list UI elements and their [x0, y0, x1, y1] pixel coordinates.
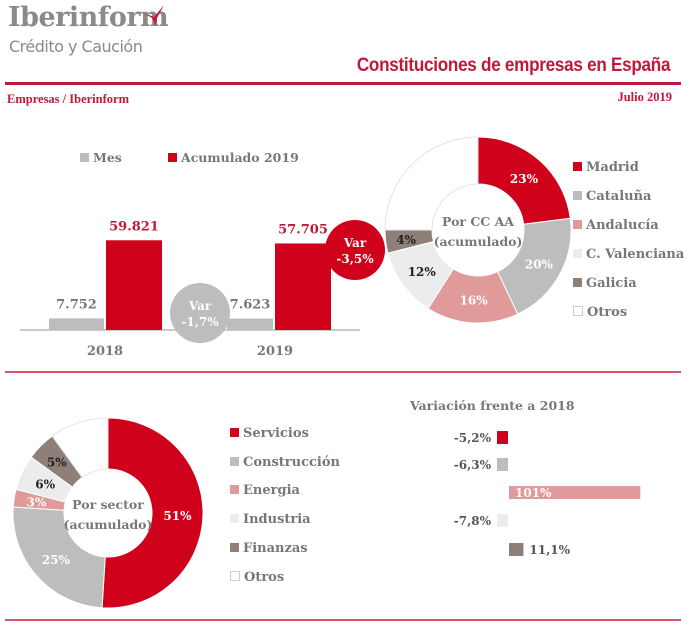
legend-label: Galicia — [586, 276, 637, 291]
variation-badge — [170, 283, 230, 343]
legend-swatch — [573, 191, 582, 200]
legend-swatch — [230, 456, 239, 466]
divider-bottom — [5, 619, 681, 621]
divider-top — [5, 82, 681, 85]
bar-acumulado-2019-2019 — [275, 243, 331, 330]
legend-label: Andalucía — [586, 218, 659, 233]
donut-slice-otros — [384, 136, 479, 231]
variation-bar-finanzas — [509, 543, 524, 556]
slice-label: 23% — [510, 172, 539, 186]
bar-mes-2019 — [227, 318, 273, 330]
donut-center-label: Por CC AA — [442, 214, 514, 229]
donut-slice-servicios — [101, 417, 204, 609]
legend-item: Otros — [230, 570, 284, 585]
donut-center-label: (acumulado) — [64, 517, 153, 532]
legend-swatch — [230, 485, 239, 495]
variation-value-label: -7,8% — [454, 514, 492, 528]
legend-item: C. Valenciana — [573, 247, 684, 262]
x-tick-label: 2018 — [87, 344, 123, 359]
legend-swatch — [230, 542, 239, 552]
legend-item-acumulado: Acumulado 2019 — [168, 150, 299, 165]
legend-item: Construcción — [230, 455, 340, 470]
logo-name: Iberinform — [8, 2, 169, 33]
legend-label: Energia — [243, 483, 300, 499]
legend-label: Construcción — [243, 454, 340, 470]
legend-item: Andalucía — [573, 218, 659, 233]
bar-value-label: 7.623 — [230, 298, 271, 313]
legend-label: Finanzas — [243, 540, 308, 556]
variation-bar-industria — [497, 514, 508, 527]
donut-slice-otros — [51, 417, 109, 478]
legend-label: Mes — [93, 150, 122, 165]
date-label: Julio 2019 — [617, 90, 672, 104]
slice-label: 20% — [525, 257, 554, 271]
donut-slice-construcci-n — [12, 506, 106, 609]
legend-item: Finanzas — [230, 541, 308, 556]
legend-item-mes: Mes — [80, 150, 122, 165]
variation-value: -3,5% — [336, 252, 374, 266]
page-title: Constituciones de empresas en España — [356, 55, 671, 76]
variation-chart-title: Variación frente a 2018 — [409, 398, 575, 413]
legend-label: C. Valenciana — [586, 247, 685, 262]
legend-label: Acumulado 2019 — [181, 150, 299, 165]
legend-item: Industria — [230, 512, 311, 527]
legend-swatch — [230, 428, 239, 437]
legend-item: Otros — [573, 305, 627, 320]
bar-mes-2018 — [49, 318, 104, 330]
variation-value-label: 11,1% — [529, 543, 570, 557]
legend-label: Servicios — [243, 426, 309, 441]
logo-bird-icon — [144, 5, 164, 26]
bar-value-label: 7.752 — [56, 297, 97, 312]
divider-middle — [5, 371, 681, 373]
legend-item: Energia — [230, 483, 300, 498]
slice-label: 25% — [42, 553, 71, 567]
variation-title: Var — [188, 299, 212, 313]
legend-item: Galicia — [573, 276, 637, 291]
variation-bar-servicios — [497, 431, 508, 444]
variation-bar-construcción — [497, 458, 508, 471]
variation-title: Var — [343, 236, 367, 250]
source-label: Empresas / Iberinform — [7, 92, 129, 106]
legend-swatch — [573, 220, 582, 229]
slice-label: 12% — [408, 265, 437, 279]
legend-swatch — [168, 153, 177, 162]
variation-value: -1,7% — [181, 315, 219, 329]
donut-center-label: Por sector — [72, 497, 144, 512]
donut-slice-madrid — [477, 136, 571, 225]
bar-value-label: 57.705 — [278, 222, 328, 237]
legend-label: Cataluña — [586, 189, 652, 204]
legend-label: Otros — [244, 569, 285, 585]
x-tick-label: 2019 — [257, 344, 293, 359]
variation-badge — [325, 220, 385, 280]
slice-label: 6% — [35, 477, 55, 491]
legend-item: Cataluña — [573, 189, 651, 204]
legend-label: Industria — [243, 512, 311, 528]
variation-bar-energia — [509, 486, 641, 499]
legend-swatch — [573, 162, 582, 171]
legend-swatch — [573, 249, 582, 258]
bar-value-label: 59.821 — [109, 219, 159, 234]
variation-value-label: -5,2% — [454, 431, 492, 445]
donut-center-label: (acumulado) — [434, 234, 523, 249]
legend-item: Servicios — [230, 426, 309, 441]
legend-label: Otros — [587, 305, 628, 320]
variation-value-label: 101% — [515, 486, 552, 500]
legend-item: Madrid — [573, 160, 639, 175]
legend-swatch — [573, 278, 582, 287]
logo-subtitle: Crédito y Caución — [9, 37, 143, 56]
slice-label: 16% — [460, 293, 489, 307]
legend-swatch — [230, 570, 240, 581]
slice-label: 51% — [163, 509, 192, 523]
slice-label: 5% — [47, 456, 67, 470]
legend-label: Madrid — [586, 160, 639, 175]
variation-value-label: -6,3% — [454, 458, 492, 472]
legend-swatch — [230, 514, 239, 524]
legend-swatch — [573, 306, 583, 316]
slice-label: 3% — [27, 496, 47, 510]
legend-swatch — [80, 153, 89, 162]
bar-acumulado-2019-2018 — [106, 240, 162, 330]
slice-label: 4% — [396, 233, 416, 247]
